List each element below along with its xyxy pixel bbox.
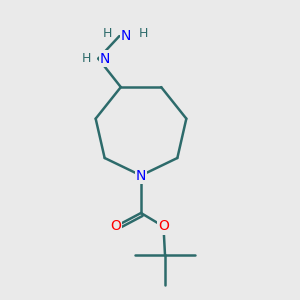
Text: O: O bbox=[158, 220, 169, 233]
Text: N: N bbox=[121, 29, 131, 43]
Text: H: H bbox=[139, 27, 148, 40]
Text: N: N bbox=[136, 169, 146, 182]
Text: N: N bbox=[100, 52, 110, 66]
Text: O: O bbox=[110, 220, 121, 233]
Text: H: H bbox=[102, 27, 112, 40]
Text: H: H bbox=[81, 52, 91, 65]
